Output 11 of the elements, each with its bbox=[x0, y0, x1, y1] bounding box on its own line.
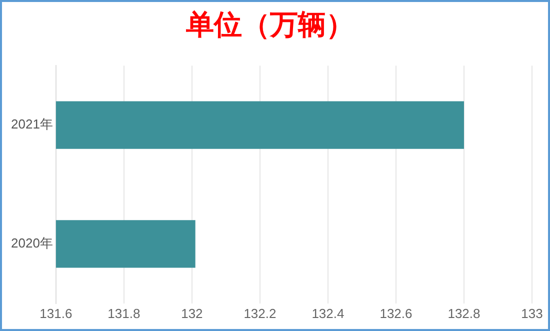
chart-title: 单位（万辆） bbox=[185, 8, 354, 42]
x-tick-label: 132.4 bbox=[312, 306, 344, 321]
x-tick-label: 131.6 bbox=[40, 306, 72, 321]
y-tick-label: 2020年 bbox=[11, 236, 53, 251]
x-tick-label: 131.8 bbox=[108, 306, 140, 321]
y-tick-label: 2021年 bbox=[11, 116, 53, 132]
x-tick-label: 133 bbox=[521, 306, 543, 321]
x-tick-label: 132 bbox=[181, 306, 203, 321]
x-tick-label: 132.6 bbox=[380, 306, 412, 321]
x-tick-label: 132.2 bbox=[244, 306, 276, 321]
x-tick-label: 132.8 bbox=[448, 306, 480, 321]
